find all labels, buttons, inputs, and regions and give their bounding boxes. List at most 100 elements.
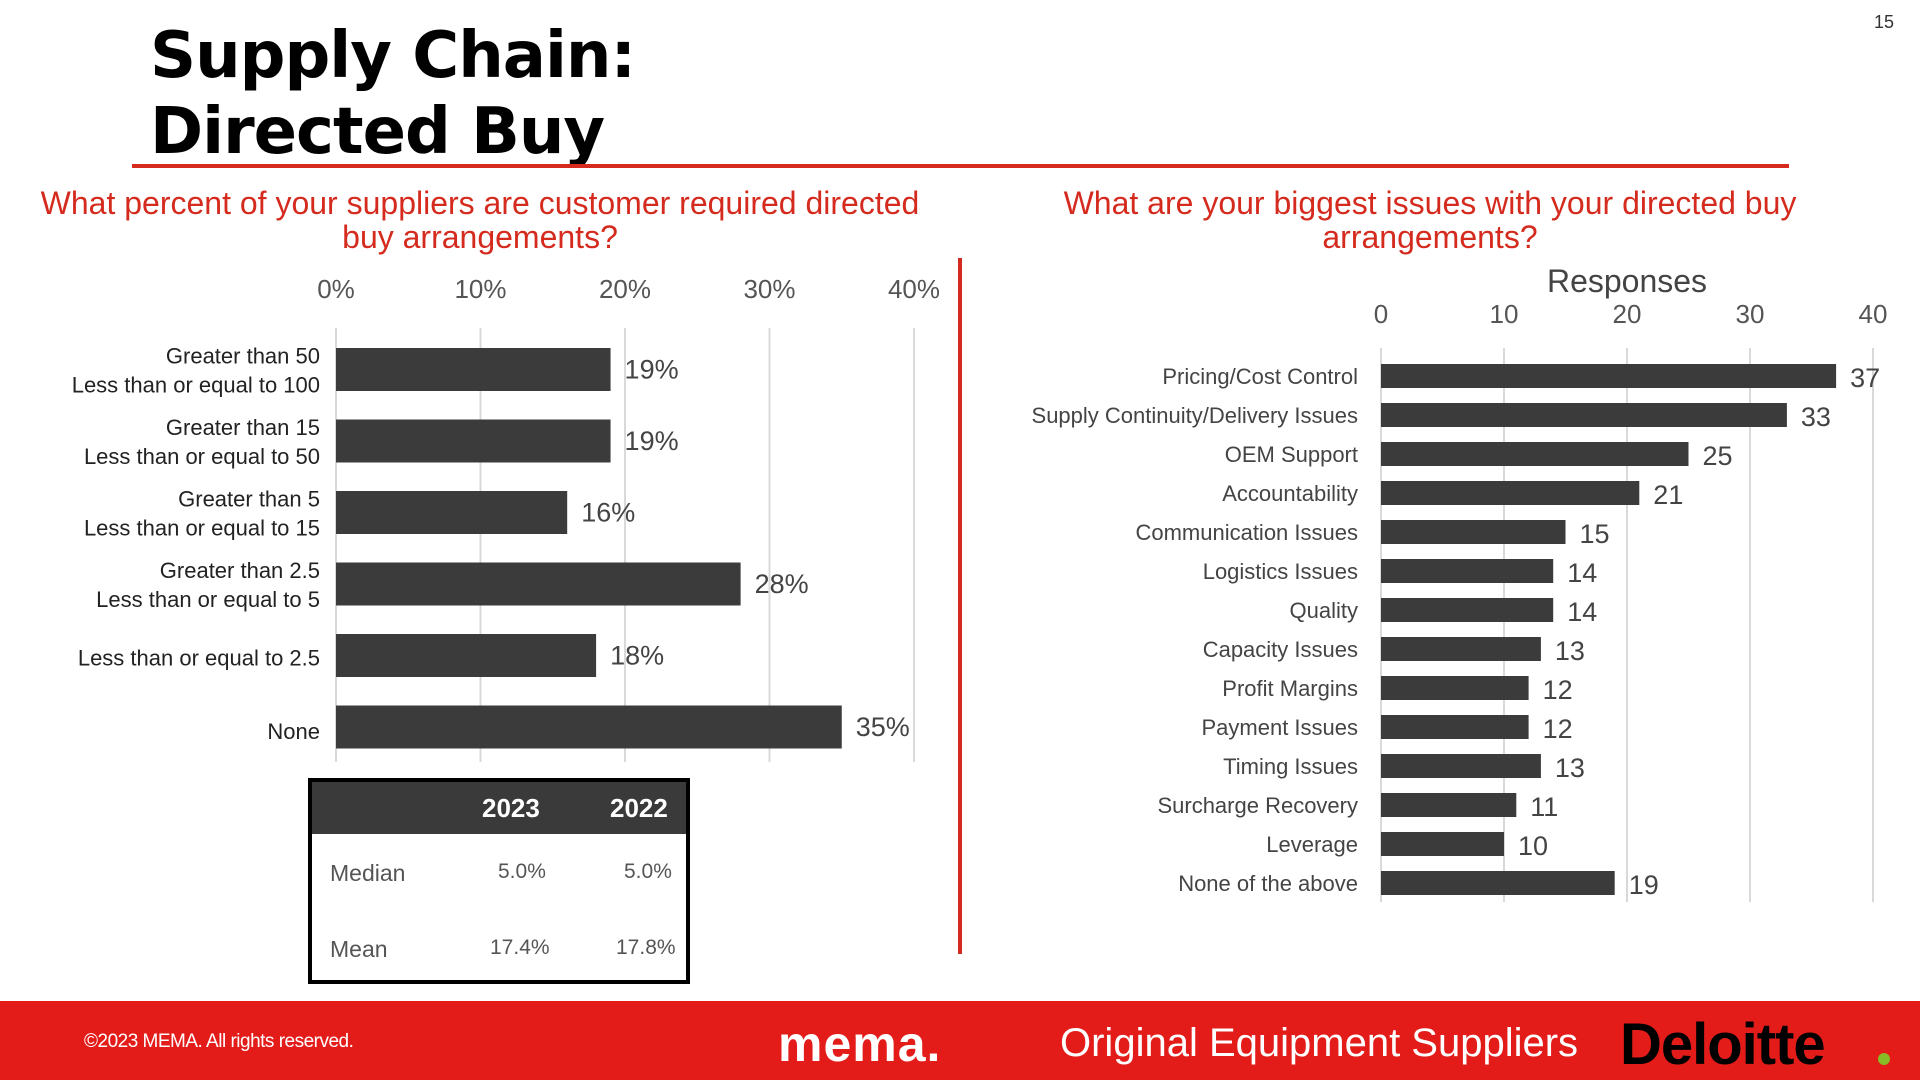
bar xyxy=(1381,364,1837,388)
data-label: 25 xyxy=(1703,441,1733,471)
data-label: 37 xyxy=(1850,363,1880,393)
deloitte-logo-dot xyxy=(1878,1053,1890,1065)
bar xyxy=(1381,559,1554,583)
data-label: 15 xyxy=(1580,519,1610,549)
data-label: 19% xyxy=(625,355,679,385)
section-divider xyxy=(958,258,962,954)
data-label: 13 xyxy=(1555,753,1585,783)
category-label: None of the above xyxy=(1178,871,1358,896)
data-label: 11 xyxy=(1530,792,1558,822)
bar xyxy=(1381,442,1689,466)
x-tick-label: 30% xyxy=(743,274,795,304)
data-label: 12 xyxy=(1543,675,1573,705)
stats-row-label: Median xyxy=(330,860,406,886)
category-label: Less than or equal to 100 xyxy=(72,373,320,398)
data-label: 33 xyxy=(1801,402,1831,432)
category-label: Less than or equal to 2.5 xyxy=(78,646,320,671)
category-label: Greater than 5 xyxy=(178,487,320,512)
footer-bar: ©2023 MEMA. All rights reserved. mema. O… xyxy=(0,1001,1920,1080)
x-tick-label: 10 xyxy=(1490,299,1519,329)
x-tick-label: 20 xyxy=(1613,299,1642,329)
bar xyxy=(1381,637,1541,661)
bar xyxy=(1381,403,1787,427)
stats-median-2022: 5.0% xyxy=(624,860,672,883)
category-label: Less than or equal to 50 xyxy=(84,444,320,469)
category-label: Payment Issues xyxy=(1201,715,1358,740)
category-label: Greater than 2.5 xyxy=(160,558,320,583)
category-label: Pricing/Cost Control xyxy=(1162,364,1358,389)
title-line-2: Directed Buy xyxy=(150,95,605,169)
bar xyxy=(336,491,568,534)
bar xyxy=(336,348,611,391)
category-label: Surcharge Recovery xyxy=(1157,793,1358,818)
stats-header-2023: 2023 xyxy=(482,793,540,823)
stats-row-median: Median 5.0% 5.0% xyxy=(312,852,686,892)
bar xyxy=(336,705,842,749)
data-label: 28% xyxy=(755,569,809,599)
stats-row-label: Mean xyxy=(330,936,388,962)
tagline-text: Original Equipment Suppliers xyxy=(1060,1021,1579,1065)
bar xyxy=(1381,481,1640,505)
category-label: Profit Margins xyxy=(1222,676,1358,701)
category-label: Communication Issues xyxy=(1135,520,1358,545)
category-label: Less than or equal to 5 xyxy=(96,587,320,612)
category-label: Accountability xyxy=(1222,481,1358,506)
category-label: None xyxy=(267,719,320,744)
left-chart-question: What percent of your suppliers are custo… xyxy=(40,185,920,255)
bar xyxy=(336,634,597,677)
data-label: 14 xyxy=(1567,597,1597,627)
x-tick-label: 0 xyxy=(1374,299,1388,329)
data-label: 35% xyxy=(856,712,910,742)
category-label: Supply Continuity/Delivery Issues xyxy=(1032,403,1358,428)
bar xyxy=(1381,676,1529,700)
category-label: Capacity Issues xyxy=(1203,637,1358,662)
bar xyxy=(1381,715,1529,739)
data-label: 19% xyxy=(625,426,679,456)
category-label: Less than or equal to 15 xyxy=(84,516,320,541)
title-line-1: Supply Chain: xyxy=(150,19,636,93)
bar xyxy=(1381,520,1566,544)
stats-table: 2023 2022 Median 5.0% 5.0% Mean 17.4% 17… xyxy=(308,778,690,984)
category-label: Logistics Issues xyxy=(1203,559,1358,584)
bar xyxy=(1381,871,1615,895)
stats-header-2022: 2022 xyxy=(610,793,668,823)
data-label: 10 xyxy=(1518,831,1548,861)
data-label: 13 xyxy=(1555,636,1585,666)
bar xyxy=(336,562,741,606)
stats-median-2023: 5.0% xyxy=(498,860,546,883)
stats-mean-2023: 17.4% xyxy=(490,936,550,959)
data-label: 19 xyxy=(1629,870,1659,900)
data-label: 21 xyxy=(1653,480,1683,510)
bar xyxy=(336,419,611,463)
x-tick-label: 20% xyxy=(599,274,651,304)
bar xyxy=(1381,793,1517,817)
category-label: Quality xyxy=(1290,598,1358,623)
page-number: 15 xyxy=(1873,12,1894,32)
page-title: Supply Chain: Directed Buy xyxy=(150,18,636,170)
x-axis-title: Responses xyxy=(1547,263,1707,299)
category-label: Greater than 50 xyxy=(166,344,320,369)
category-label: Timing Issues xyxy=(1223,754,1358,779)
stats-mean-2022: 17.8% xyxy=(616,936,676,959)
bar xyxy=(1381,832,1504,856)
category-label: Greater than 15 xyxy=(166,415,320,440)
mema-logo: mema. xyxy=(778,1016,942,1072)
x-tick-label: 40 xyxy=(1859,299,1888,329)
title-underline xyxy=(132,164,1789,168)
stats-table-header: 2023 2022 xyxy=(312,782,686,834)
x-tick-label: 10% xyxy=(454,274,506,304)
data-label: 12 xyxy=(1543,714,1573,744)
x-tick-label: 30 xyxy=(1736,299,1765,329)
bar xyxy=(1381,598,1554,622)
bar xyxy=(1381,754,1541,778)
data-label: 14 xyxy=(1567,558,1597,588)
data-label: 18% xyxy=(610,641,664,671)
deloitte-logo: Deloitte xyxy=(1620,1012,1826,1077)
category-label: Leverage xyxy=(1266,832,1358,857)
directed-buy-issues-chart: Responses 0 10 20 30 40 37 Pricing/Cost Control… xyxy=(1032,263,1888,902)
category-label: OEM Support xyxy=(1225,442,1358,467)
percent-suppliers-chart: 0% 10% 20% 30% 40% 19% Greater than 50 Less tha… xyxy=(72,274,940,762)
x-tick-label: 40% xyxy=(888,274,940,304)
right-chart-question: What are your biggest issues with your d… xyxy=(1063,185,1797,255)
x-tick-label: 0% xyxy=(317,274,355,304)
